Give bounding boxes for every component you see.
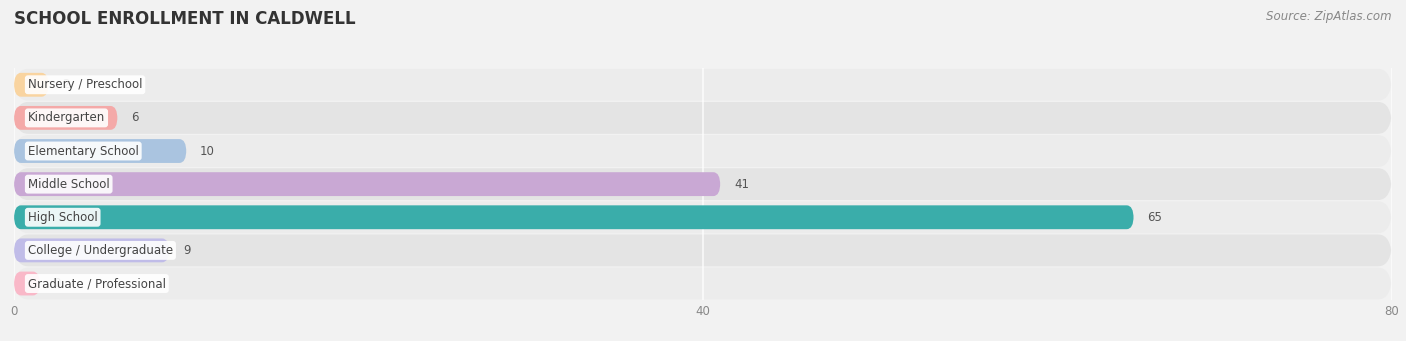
FancyBboxPatch shape [14,235,1392,266]
Text: Kindergarten: Kindergarten [28,112,105,124]
Text: 0: 0 [53,277,60,290]
FancyBboxPatch shape [14,139,186,163]
Text: 41: 41 [734,178,749,191]
Text: Nursery / Preschool: Nursery / Preschool [28,78,142,91]
FancyBboxPatch shape [14,168,1392,200]
Text: 9: 9 [183,244,190,257]
FancyBboxPatch shape [14,271,39,295]
FancyBboxPatch shape [14,205,1133,229]
FancyBboxPatch shape [14,102,1392,134]
FancyBboxPatch shape [14,172,720,196]
FancyBboxPatch shape [14,69,1392,101]
FancyBboxPatch shape [14,202,1392,233]
Text: College / Undergraduate: College / Undergraduate [28,244,173,257]
Text: SCHOOL ENROLLMENT IN CALDWELL: SCHOOL ENROLLMENT IN CALDWELL [14,10,356,28]
Text: 65: 65 [1147,211,1163,224]
Text: Middle School: Middle School [28,178,110,191]
Text: Source: ZipAtlas.com: Source: ZipAtlas.com [1267,10,1392,23]
FancyBboxPatch shape [14,135,1392,167]
Text: 10: 10 [200,145,215,158]
FancyBboxPatch shape [14,106,118,130]
Text: Graduate / Professional: Graduate / Professional [28,277,166,290]
FancyBboxPatch shape [14,238,169,262]
FancyBboxPatch shape [14,268,1392,299]
Text: 2: 2 [62,78,70,91]
FancyBboxPatch shape [14,73,48,97]
Text: Elementary School: Elementary School [28,145,139,158]
Text: High School: High School [28,211,97,224]
Text: 6: 6 [131,112,139,124]
